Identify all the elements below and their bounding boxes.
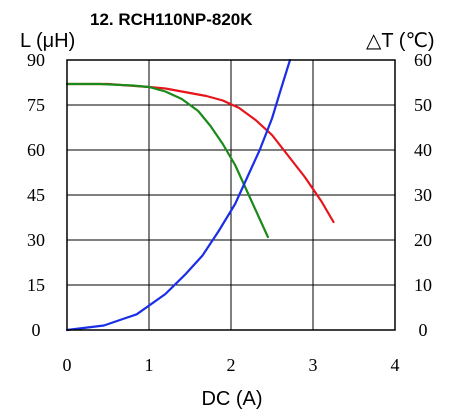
y-right-tick-label: 50: [414, 95, 432, 115]
x-tick-label: 1: [145, 355, 154, 375]
y-left-tick-label: 75: [27, 95, 45, 115]
x-tick-label: 2: [227, 355, 236, 375]
y-left-tick-label: 15: [27, 275, 45, 295]
series-group: [65, 58, 335, 332]
y-right-tick-label: 30: [414, 185, 432, 205]
y-left-tick-label: 45: [27, 185, 45, 205]
y-right-axis-label: △T (℃): [366, 30, 435, 52]
plot-frame: [66, 59, 396, 331]
y-left-tick-label: 60: [27, 140, 45, 160]
y-right-tick-label: 0: [419, 320, 428, 340]
grid: [67, 60, 395, 330]
chart-title: 12. RCH110NP-820K: [90, 10, 253, 29]
series-line-blue: [65, 58, 292, 332]
y-right-tick-label: 20: [414, 230, 432, 250]
x-tick-label: 3: [309, 355, 318, 375]
y-left-tick-label: 90: [27, 50, 45, 70]
y-left-tick-label: 30: [27, 230, 45, 250]
series-line-green: [65, 82, 269, 239]
y-left-tick-label: 0: [32, 320, 41, 340]
y-right-tick-label: 60: [414, 50, 432, 70]
x-axis-label: DC (A): [201, 388, 262, 410]
y-right-tick-label: 40: [414, 140, 432, 160]
y-left-axis-label: L (μH): [20, 30, 75, 52]
y-right-tick-label: 10: [414, 275, 432, 295]
x-tick-label: 4: [391, 355, 400, 375]
x-tick-label: 0: [63, 355, 72, 375]
